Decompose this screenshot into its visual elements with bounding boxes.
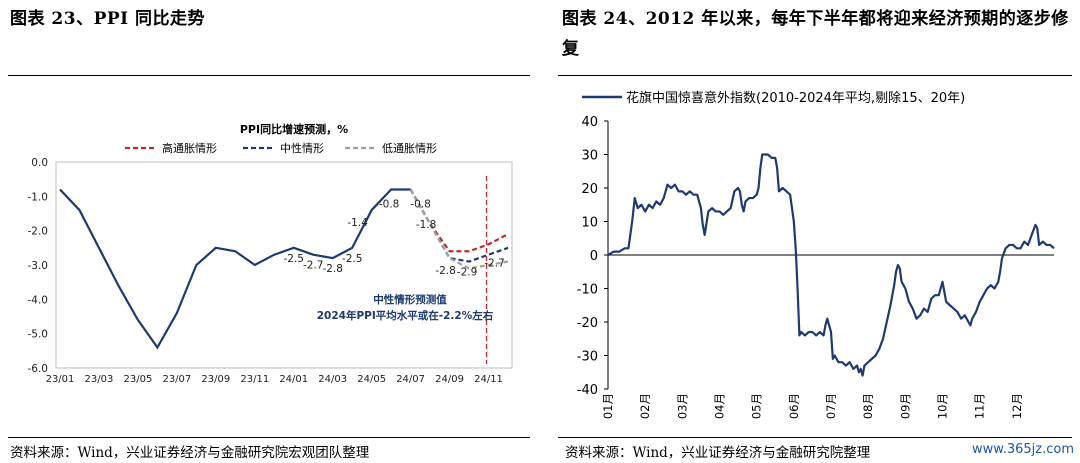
- x-tick-label: 24/11: [474, 374, 503, 385]
- surprise-index-line: [607, 153, 1055, 377]
- x-tick-label: 23/07: [162, 374, 191, 385]
- y-tick-label: -6.0: [28, 363, 49, 375]
- legend-entry: 花旗中国惊喜意外指数(2010-2024年平均,剔除15、20年): [626, 90, 965, 106]
- legend-entry: 低通胀情形: [382, 142, 437, 155]
- forecast-data-label: -1.8: [416, 219, 437, 231]
- data-label: -1.4: [347, 217, 368, 229]
- right-chart-title: 图表 24、2012 年以来，每年下半年都将迎来经济预期的逐步修复: [562, 9, 1069, 59]
- left-chart-title: 图表 23、PPI 同比走势: [10, 9, 206, 29]
- data-label: -2.5: [342, 253, 363, 265]
- x-tick-label: 23/09: [201, 374, 230, 385]
- x-tick-label: 23/11: [240, 374, 269, 385]
- y-tick-label: -1.0: [28, 191, 49, 203]
- forecast-line-2: [409, 188, 509, 270]
- y-tick-label: -4.0: [28, 294, 49, 306]
- x-tick-label: 06月: [787, 393, 801, 419]
- y-tick-label: 0.0: [31, 157, 48, 169]
- x-tick-label: 23/03: [85, 374, 114, 385]
- data-label: -2.5: [283, 253, 304, 265]
- chart-title: PPI同比增速预测，%: [240, 122, 348, 136]
- y-tick-label: 0: [590, 249, 598, 264]
- data-label: -2.7: [303, 260, 324, 272]
- x-tick-label: 24/07: [396, 374, 425, 385]
- y-tick-label: 20: [581, 182, 598, 197]
- left-title-rule: [8, 75, 530, 76]
- left-source-rule: [8, 437, 530, 438]
- site-watermark: www.365jz.com: [972, 442, 1074, 457]
- x-tick-label: 24/09: [435, 374, 464, 385]
- y-tick-label: -2.0: [28, 226, 49, 238]
- right-source-note: 资料来源：Wind，兴业证券经济与金融研究院整理: [565, 445, 871, 461]
- x-tick-label: 04月: [713, 393, 727, 419]
- x-tick-label: 24/05: [357, 374, 386, 385]
- x-tick-label: 02月: [638, 393, 652, 419]
- y-tick-label: 40: [581, 115, 598, 130]
- forecast-data-label: -2.7: [484, 258, 505, 270]
- x-tick-label: 12月: [1010, 393, 1024, 419]
- plot-frame: [55, 161, 513, 369]
- forecast-data-label: -2.9: [457, 267, 478, 279]
- y-tick-label: -3.0: [28, 260, 49, 272]
- x-tick-label: 23/05: [123, 374, 152, 385]
- x-tick-label: 08月: [861, 393, 875, 419]
- x-tick-label: 23/01: [46, 374, 75, 385]
- y-tick-label: -5.0: [28, 329, 49, 341]
- y-tick-label: -20: [577, 316, 598, 331]
- x-tick-label: 24/03: [318, 374, 347, 385]
- x-tick-label: 10月: [936, 393, 950, 419]
- data-label: -0.8: [410, 198, 431, 210]
- legend-entry: 中性情形: [280, 141, 324, 155]
- left-source-note: 资料来源：Wind，兴业证券经济与金融研究院宏观团队整理: [10, 445, 370, 461]
- y-tick-label: -10: [577, 283, 598, 298]
- ppi-chart: 0.0 -1.0 -2.0 -3.0 -4.0 -5.0 -6.023/01 23/03 23/…: [28, 122, 513, 385]
- annotation-line-2: 2024年PPI平均水平或在-2.2%左右: [317, 309, 494, 322]
- x-tick-label: 01月: [601, 393, 615, 419]
- data-label: -2.8: [322, 263, 343, 275]
- forecast-data-label: -2.8: [435, 265, 456, 277]
- y-tick-label: -40: [577, 383, 598, 398]
- x-tick-label: 24/01: [279, 374, 308, 385]
- y-tick-label: 30: [581, 149, 598, 164]
- x-tick-label: 09月: [898, 393, 912, 419]
- x-tick-label: 11月: [973, 393, 987, 419]
- x-tick-label: 03月: [675, 393, 689, 419]
- y-tick-label: -30: [577, 350, 598, 365]
- legend-entry: 高通胀情形: [162, 141, 217, 155]
- right-title-rule: [558, 75, 1072, 76]
- data-label: -0.8: [379, 198, 400, 210]
- annotation-line-1: 中性情形预测值: [373, 293, 447, 306]
- right-source-rule: [558, 437, 1072, 438]
- x-tick-label: 07月: [824, 393, 838, 419]
- ppi-actual-line: [59, 188, 411, 350]
- y-tick-label: 10: [581, 216, 598, 231]
- x-tick-label: 05月: [750, 393, 764, 419]
